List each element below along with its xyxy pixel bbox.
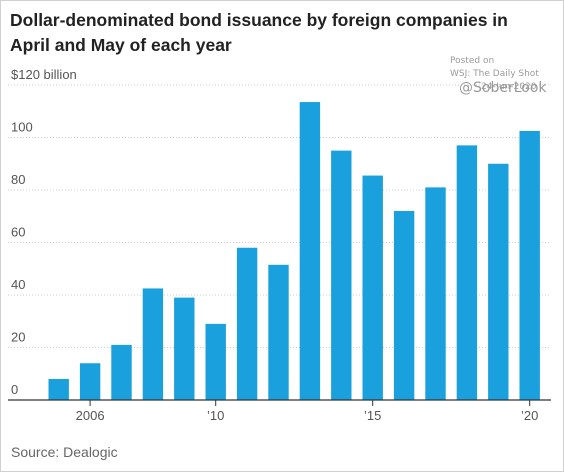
bar-2016 <box>393 211 415 400</box>
bars <box>48 102 540 400</box>
watermark-source: WSJ: The Daily Shot <box>450 69 539 79</box>
y-tick-label-80: 80 <box>11 172 25 187</box>
bar-2011 <box>236 247 258 400</box>
watermark-handle: @SoberLook <box>459 80 547 96</box>
x-tick-label-2010: ’10 <box>207 408 224 423</box>
watermark-date: 24-Jun-2020 <box>481 82 537 92</box>
bar-2015 <box>362 175 383 400</box>
bar-2005 <box>48 379 69 400</box>
x-tick-label-2015: ’15 <box>364 408 381 423</box>
bar-2008 <box>142 288 164 400</box>
bar-2007 <box>111 344 132 400</box>
watermark-posted: Posted on <box>450 56 495 66</box>
bar-2009 <box>174 297 195 400</box>
y-tick-label-0: 0 <box>11 382 18 397</box>
y-tick-label-60: 60 <box>11 225 25 240</box>
y-tick-label-40: 40 <box>11 277 25 292</box>
bar-2013 <box>299 102 321 400</box>
source-note: Source: Dealogic <box>11 444 118 460</box>
chart-title: Dollar-denominated bond issuance by fore… <box>10 10 508 55</box>
bar-2017 <box>425 187 446 400</box>
y-tick-label-20: 20 <box>11 330 25 345</box>
bar-2020 <box>519 130 540 400</box>
bar-2012 <box>268 264 289 400</box>
y-axis-tick-labels: 0 20 40 60 80 100 $120 billion <box>11 67 77 397</box>
x-tick-label-2006: 2006 <box>76 408 105 423</box>
bar-2010 <box>205 323 226 400</box>
bar-2006 <box>79 363 101 400</box>
bar-2018 <box>456 145 478 400</box>
gridlines <box>8 84 551 348</box>
bar-2014 <box>331 150 352 400</box>
y-tick-label-120: $120 billion <box>11 67 77 82</box>
x-tick-label-2020: ’20 <box>521 408 538 423</box>
x-axis: 2006 ’10 ’15 ’20 <box>8 399 551 423</box>
bar-2019 <box>488 163 509 400</box>
y-tick-label-100: 100 <box>11 120 33 135</box>
